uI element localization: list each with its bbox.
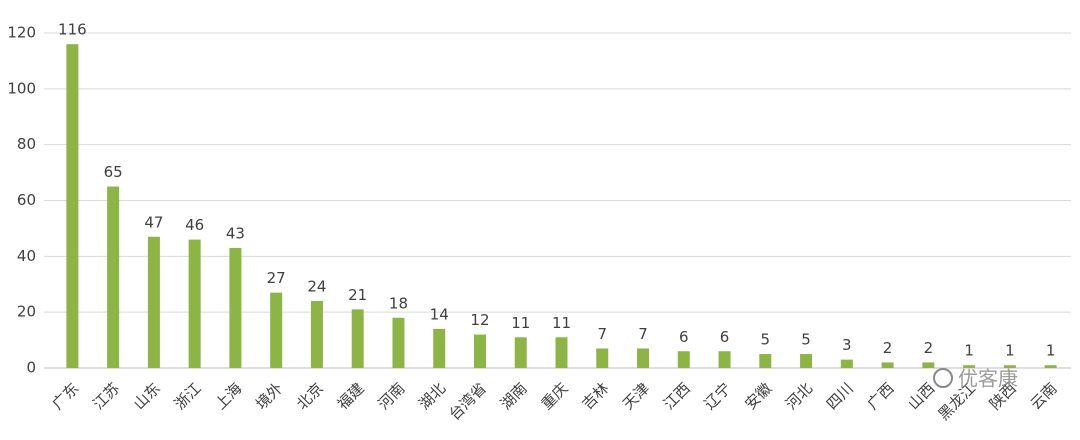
data-label: 7 xyxy=(638,325,648,343)
data-label: 21 xyxy=(348,286,367,304)
x-tick-label: 山东 xyxy=(130,379,164,413)
data-label: 27 xyxy=(267,269,286,287)
bar xyxy=(881,362,894,368)
data-label: 43 xyxy=(226,224,245,242)
x-tick-label: 台湾省 xyxy=(445,379,490,424)
y-tick-label: 100 xyxy=(7,79,36,97)
bar xyxy=(555,337,568,368)
bar xyxy=(1003,365,1016,368)
data-label: 6 xyxy=(679,328,689,346)
bar xyxy=(66,44,79,369)
bar xyxy=(188,239,201,368)
x-tick-label: 福建 xyxy=(334,379,368,413)
data-label: 46 xyxy=(185,216,204,234)
y-tick-label: 120 xyxy=(7,24,36,42)
x-tick-label: 山西 xyxy=(904,379,938,413)
x-tick-label: 云南 xyxy=(1027,379,1061,413)
bar xyxy=(433,328,446,368)
data-label: 11 xyxy=(511,314,530,332)
data-label: 47 xyxy=(144,213,163,231)
data-label: 11 xyxy=(552,314,571,332)
bar xyxy=(270,292,283,368)
data-label: 5 xyxy=(801,331,811,349)
y-tick-label: 80 xyxy=(17,135,36,153)
data-label: 18 xyxy=(389,294,408,312)
x-tick-label: 江苏 xyxy=(89,379,123,413)
data-label: 1 xyxy=(1046,342,1056,360)
bar xyxy=(759,354,772,368)
data-label: 6 xyxy=(720,328,730,346)
x-tick-label: 四川 xyxy=(823,379,857,413)
data-label: 5 xyxy=(761,331,771,349)
bar xyxy=(596,348,609,368)
x-tick-label: 江西 xyxy=(660,379,694,413)
x-tick-label: 天津 xyxy=(619,379,653,413)
bar xyxy=(840,359,853,368)
data-label: 24 xyxy=(307,278,326,296)
data-label: 7 xyxy=(597,325,607,343)
watermark: 优客康 xyxy=(933,367,1018,391)
watermark-icon xyxy=(933,368,953,388)
y-tick-label: 0 xyxy=(26,359,36,377)
bar xyxy=(473,334,486,368)
bar xyxy=(677,351,690,368)
bar xyxy=(351,309,364,368)
bar xyxy=(800,354,813,368)
x-tick-label: 境外 xyxy=(252,379,286,413)
y-tick-label: 60 xyxy=(17,191,36,209)
x-tick-label: 北京 xyxy=(293,379,327,413)
data-label: 14 xyxy=(430,305,449,323)
bar xyxy=(1044,365,1057,368)
x-tick-label: 广东 xyxy=(48,379,82,413)
bar xyxy=(637,348,650,368)
x-tick-label: 河北 xyxy=(782,379,816,413)
bar xyxy=(514,337,527,368)
watermark-text: 优客康 xyxy=(958,367,1018,391)
y-tick-label: 40 xyxy=(17,247,36,265)
bar xyxy=(107,186,120,368)
x-tick-label: 广西 xyxy=(864,379,898,413)
data-label: 65 xyxy=(104,163,123,181)
x-tick-label: 湖北 xyxy=(415,379,449,413)
x-tick-label: 浙江 xyxy=(171,379,205,413)
x-tick-label: 吉林 xyxy=(578,379,612,413)
bar xyxy=(229,247,242,368)
bar xyxy=(147,236,160,368)
y-tick-label: 20 xyxy=(17,303,36,321)
bar xyxy=(963,365,976,368)
data-label: 2 xyxy=(924,339,934,357)
x-tick-label: 安徽 xyxy=(741,379,775,413)
data-label: 2 xyxy=(883,339,893,357)
x-tick-label: 辽宁 xyxy=(701,379,735,413)
bar xyxy=(310,301,323,368)
x-tick-label: 重庆 xyxy=(538,379,572,413)
data-label: 12 xyxy=(470,311,489,329)
data-label: 1 xyxy=(964,342,974,360)
bar xyxy=(392,317,405,368)
x-tick-label: 河南 xyxy=(375,379,409,413)
bar xyxy=(922,362,935,368)
x-tick-label: 湖南 xyxy=(497,379,531,413)
data-label: 116 xyxy=(58,21,87,39)
bar xyxy=(718,351,731,368)
data-label: 1 xyxy=(1005,342,1015,360)
data-label: 3 xyxy=(842,336,852,354)
x-tick-label: 上海 xyxy=(211,379,245,413)
